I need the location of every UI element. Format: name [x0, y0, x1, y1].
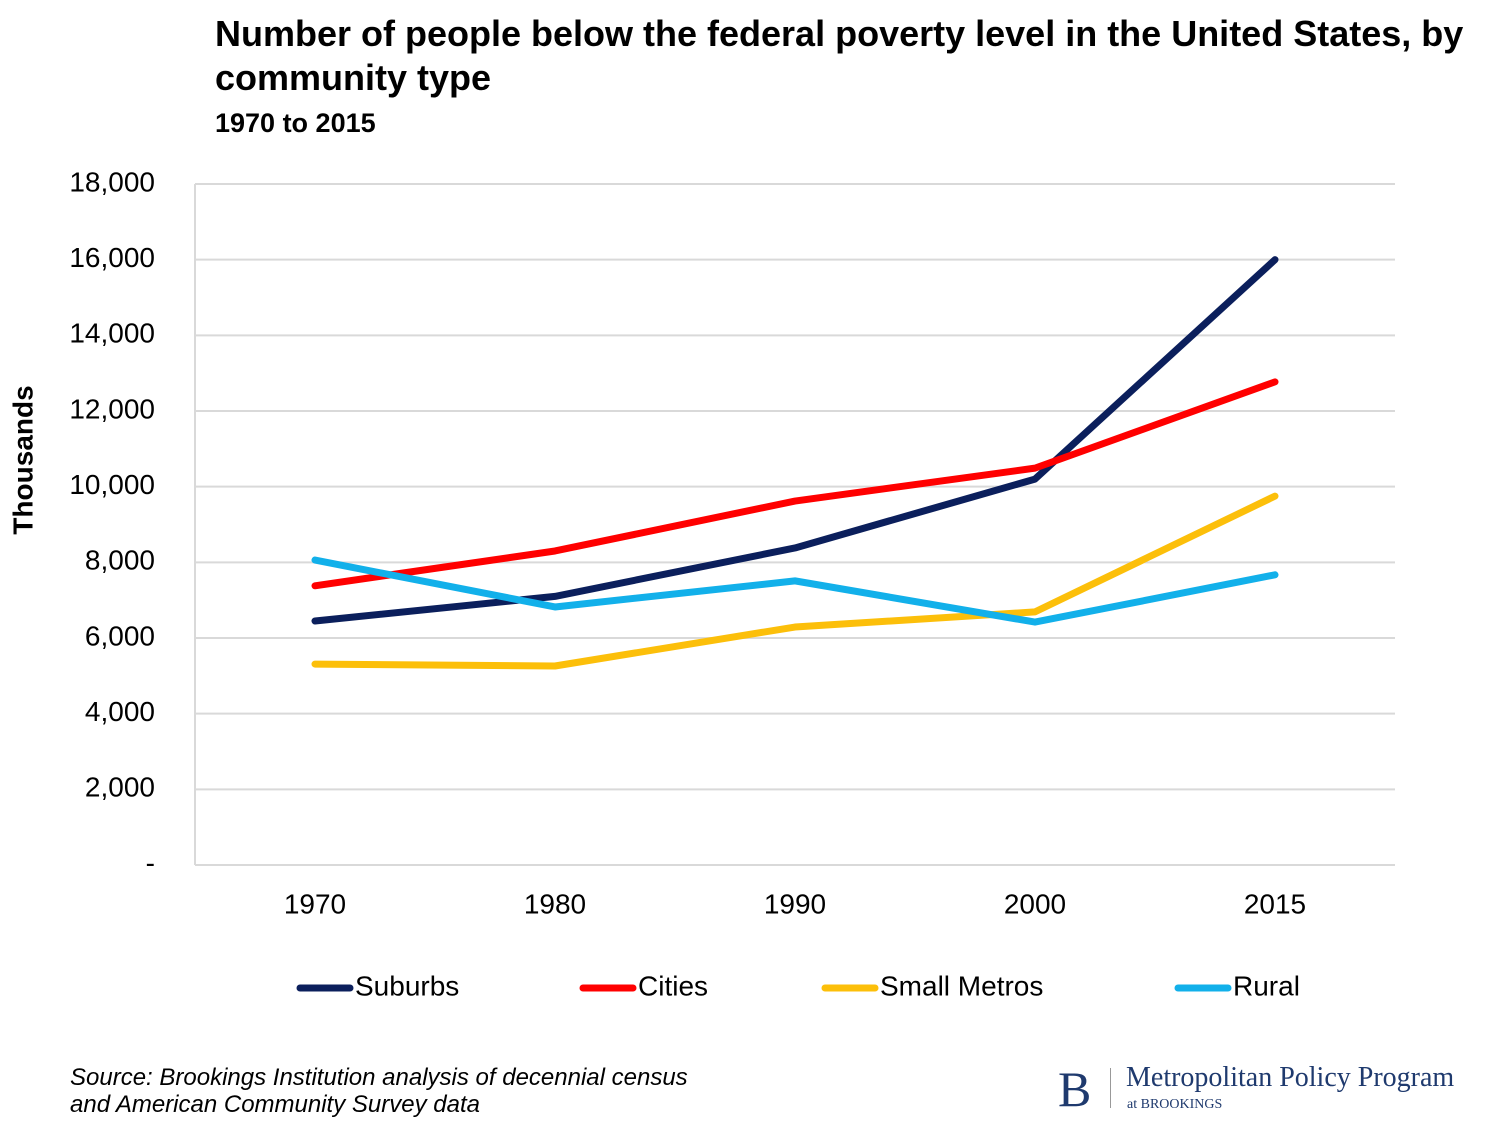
- x-tick-label: 2015: [1244, 888, 1306, 919]
- source-note: Source: Brookings Institution analysis o…: [70, 1064, 688, 1118]
- series-line: [311, 492, 1279, 670]
- y-tick-label: 16,000: [69, 242, 155, 273]
- y-tick-label: 12,000: [69, 393, 155, 424]
- chart-title: Number of people below the federal pover…: [215, 13, 1464, 98]
- y-tick-label: 6,000: [85, 620, 155, 651]
- logo-org: at BROOKINGS: [1127, 1097, 1223, 1112]
- x-tick-label: 1990: [764, 888, 826, 919]
- x-tick-label: 2000: [1004, 888, 1066, 919]
- series-line: [311, 256, 1279, 625]
- y-tick-label: 4,000: [85, 696, 155, 727]
- series-line: [311, 556, 1279, 626]
- legend-label: Cities: [638, 970, 708, 1001]
- y-tick-label: -: [146, 847, 155, 878]
- x-tick-label: 1970: [284, 888, 346, 919]
- logo-separator: [1110, 1068, 1111, 1108]
- series-line: [311, 378, 1279, 590]
- x-tick-label: 1980: [524, 888, 586, 919]
- logo-name: Metropolitan Policy Program: [1126, 1062, 1455, 1093]
- y-tick-label: 14,000: [69, 318, 155, 349]
- y-axis-label: Thousands: [7, 385, 38, 534]
- y-tick-label: 18,000: [69, 166, 155, 197]
- chart-subtitle: 1970 to 2015: [215, 108, 376, 138]
- legend-label: Suburbs: [355, 970, 459, 1001]
- logo-letter: B: [1058, 1061, 1092, 1117]
- legend-label: Rural: [1233, 970, 1300, 1001]
- y-tick-label: 2,000: [85, 772, 155, 803]
- legend-label: Small Metros: [880, 970, 1043, 1001]
- y-tick-label: 10,000: [69, 469, 155, 500]
- y-tick-label: 8,000: [85, 545, 155, 576]
